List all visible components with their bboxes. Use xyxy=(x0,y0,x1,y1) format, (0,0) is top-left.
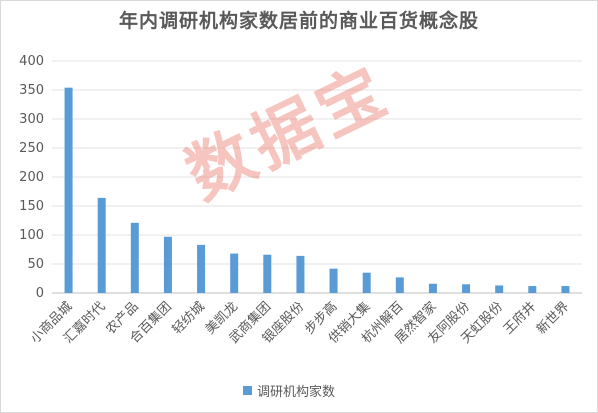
y-tick-label: 100 xyxy=(19,228,44,243)
chart-title: 年内调研机构家数居前的商业百货概念股 xyxy=(118,10,479,32)
bar xyxy=(362,272,371,293)
legend-label: 调研机构家数 xyxy=(257,384,336,400)
x-tick-label: 轻纺城 xyxy=(170,299,208,337)
bar xyxy=(163,236,172,293)
legend: 调研机构家数 xyxy=(243,381,336,400)
bar xyxy=(197,244,206,293)
legend-swatch xyxy=(243,385,252,395)
x-tick-label: 王府井 xyxy=(501,299,539,337)
y-tick-label: 400 xyxy=(19,54,44,69)
y-tick-label: 200 xyxy=(19,170,44,185)
bar xyxy=(130,222,139,293)
bar xyxy=(97,197,106,293)
x-tick-label: 新世界 xyxy=(533,299,572,338)
bar xyxy=(329,268,338,293)
y-tick-label: 250 xyxy=(19,141,44,156)
bar xyxy=(296,255,305,293)
bar xyxy=(462,284,471,293)
bar xyxy=(528,286,537,293)
bar xyxy=(395,277,404,293)
y-tick-label: 50 xyxy=(27,257,44,272)
bar xyxy=(263,254,272,293)
y-tick-label: 350 xyxy=(19,83,44,98)
bar xyxy=(64,87,73,294)
y-tick-label: 0 xyxy=(36,286,44,301)
bar xyxy=(495,285,504,293)
y-tick-label: 150 xyxy=(19,199,44,214)
bar xyxy=(428,283,437,293)
bar xyxy=(561,286,570,293)
y-tick-label: 300 xyxy=(19,112,44,127)
bar xyxy=(230,253,239,293)
